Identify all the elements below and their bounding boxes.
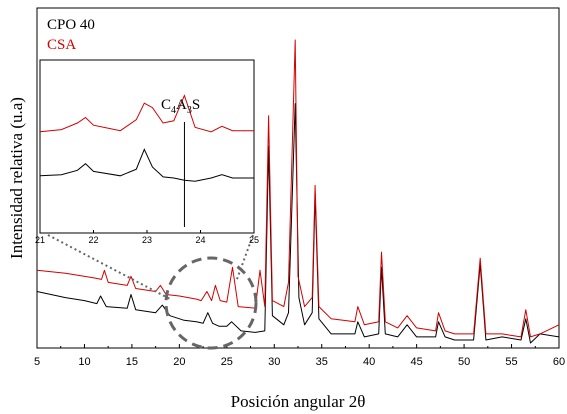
zoom-region-circle: [164, 256, 258, 350]
inset-series-line-cpo-40: [39, 148, 254, 182]
c4a3s-annotation: C4A3S: [161, 97, 200, 116]
legend-cpo40: CPO 40: [47, 17, 95, 33]
inset-x-tick-label: 21: [35, 235, 45, 245]
zoom-connector-right: [235, 234, 254, 283]
x-tick-label: 15: [126, 356, 138, 368]
x-tick-label: 45: [411, 356, 423, 368]
y-axis-title: Intensidad relativa (u.a): [7, 97, 26, 259]
x-axis-title: Posición angular 2θ: [231, 392, 366, 411]
x-axis-ticks: 5 10 15 20 25 30 35 40 45 50 55 60: [34, 344, 565, 368]
series-line-csa: [36, 39, 560, 338]
inset-x-tick-label: 23: [142, 235, 152, 245]
inset-x-axis-ticks: 21 22 23 24 25: [35, 230, 259, 245]
x-tick-label: 50: [458, 356, 470, 368]
x-tick-label: 30: [268, 356, 280, 368]
inset-series-group: [39, 94, 254, 182]
x-tick-label: 40: [363, 356, 375, 368]
x-tick-label: 10: [78, 356, 90, 368]
inset-frame: [39, 59, 255, 234]
x-tick-label: 60: [553, 356, 565, 368]
legend-csa: CSA: [47, 37, 76, 53]
x-tick-label: 20: [173, 356, 185, 368]
inset-x-tick-label: 25: [249, 235, 259, 245]
inset-x-tick-label: 24: [195, 235, 205, 245]
main-series-group: [36, 39, 560, 344]
x-tick-label: 5: [34, 356, 40, 368]
x-tick-label: 25: [221, 356, 233, 368]
inset-x-tick-label: 22: [88, 235, 98, 245]
inset-series-line-csa: [39, 94, 254, 133]
x-tick-label: 35: [316, 356, 328, 368]
x-tick-label: 55: [505, 356, 517, 368]
